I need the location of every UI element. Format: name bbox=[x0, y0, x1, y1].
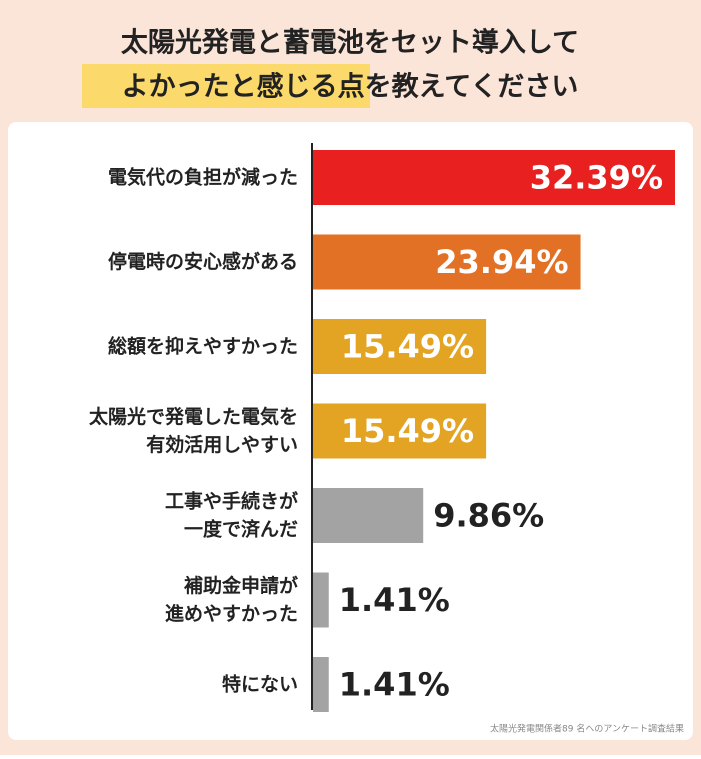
title-highlight bbox=[82, 64, 370, 108]
value-label: 32.39% bbox=[530, 159, 663, 197]
value-label: 15.49% bbox=[341, 412, 474, 450]
value-label: 9.86% bbox=[433, 497, 544, 535]
source-note: 太陽光発電関係者89 名へのアンケート調査結果 bbox=[490, 723, 684, 735]
value-label: 1.41% bbox=[339, 581, 450, 619]
bar bbox=[313, 403, 487, 459]
bar bbox=[313, 150, 675, 205]
y-tick-label: 補助金申請が進めやすかった bbox=[165, 574, 298, 625]
value-label: 23.94% bbox=[435, 243, 568, 281]
value-label: 15.49% bbox=[341, 328, 474, 366]
bar bbox=[313, 488, 424, 543]
y-tick-label: 電気代の負担が減った bbox=[108, 165, 298, 188]
chart-title: 太陽光発電と蓄電池をセット導入して bbox=[121, 27, 579, 59]
y-tick-label: 工事や手続きが一度で済んだ bbox=[165, 489, 298, 540]
y-tick-label: 特にない bbox=[222, 673, 298, 695]
y-tick-label: 停電時の安心感がある bbox=[108, 250, 298, 273]
bar bbox=[313, 572, 329, 628]
value-label: 1.41% bbox=[339, 666, 450, 704]
chart-title: よかったと感じる点を教えてください bbox=[122, 71, 579, 103]
y-tick-label: 総額を抑えやすかった bbox=[108, 334, 298, 357]
bar bbox=[313, 319, 487, 374]
bar bbox=[313, 657, 329, 712]
y-tick-label: 太陽光で発電した電気を有効活用しやすい bbox=[89, 405, 298, 456]
bar bbox=[313, 234, 581, 290]
